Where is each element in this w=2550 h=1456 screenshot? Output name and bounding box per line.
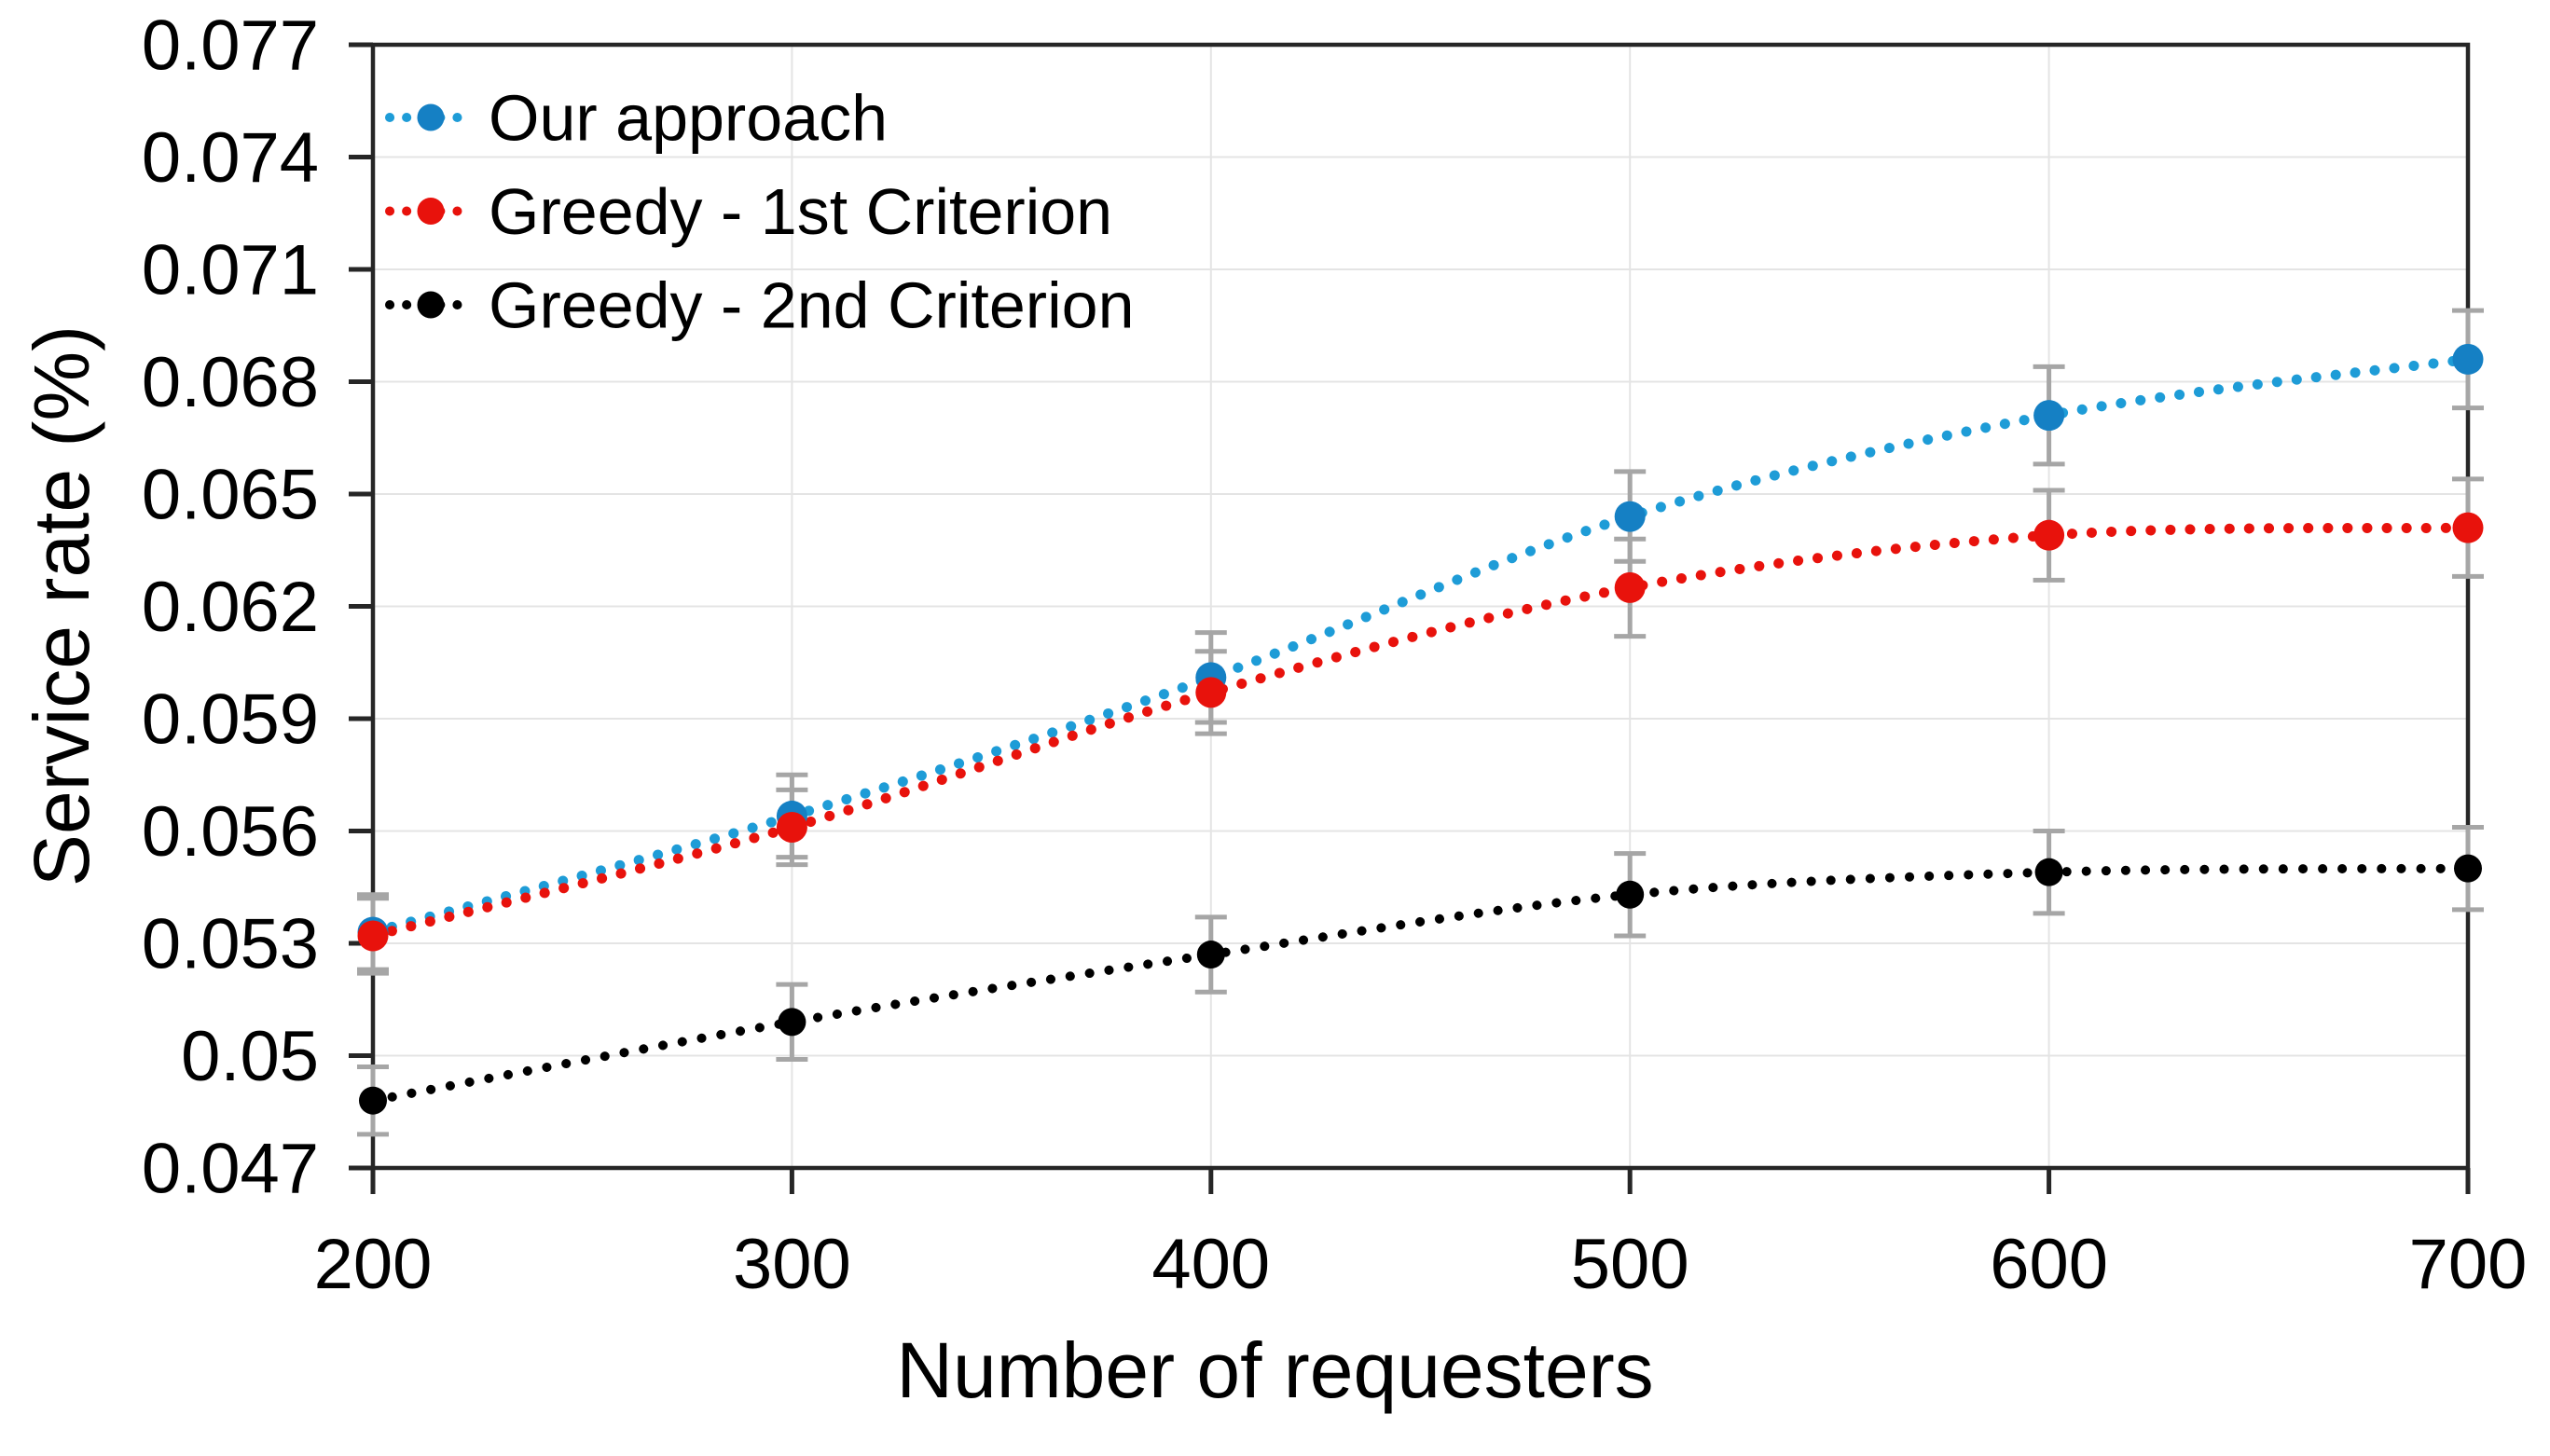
data-point [1614,501,1646,532]
data-point [2034,858,2063,886]
y-tick-label: 0.059 [142,680,319,760]
data-point [359,1086,387,1115]
legend-swatch-marker [417,291,445,319]
x-tick-label: 500 [1571,1225,1689,1304]
series-line-greedy-1st-criterion [367,522,2474,941]
y-tick-label: 0.065 [142,456,319,535]
y-axis-title: Service rate (%) [18,324,105,887]
legend-swatch-marker [417,103,445,131]
data-point [1616,880,1645,909]
x-axis-title: Number of requesters [896,1326,1654,1414]
data-point [2033,400,2065,432]
data-point [2454,854,2482,883]
legend-swatch-marker [417,198,445,225]
y-tick-label: 0.071 [142,231,319,310]
series-markers-greedy-1st-criterion [357,512,2484,952]
y-tick-label: 0.053 [142,905,319,984]
legend-label: Greedy - 1st Criterion [489,175,1112,248]
error-bars-greedy-1st-criterion [357,476,2484,976]
data-point [1196,941,1225,969]
data-point [2452,343,2484,375]
legend-item-our-approach: Our approach [385,82,888,155]
legend-label: Our approach [489,82,888,155]
y-tick-label: 0.056 [142,792,319,872]
data-point [778,1008,806,1037]
x-tick-label: 400 [1151,1225,1270,1304]
legend-item-greedy-2nd-criterion: Greedy - 2nd Criterion [385,269,1135,342]
y-tick-label: 0.077 [142,7,319,86]
series-line-our-approach [367,353,2474,938]
data-point [1195,677,1227,708]
data-point [1614,571,1646,603]
legend-label: Greedy - 2nd Criterion [489,269,1135,342]
data-point [2452,512,2484,543]
y-tick-label: 0.047 [142,1130,319,1209]
data-point [2033,519,2065,551]
legend: Our approach Greedy - 1st Criterion Greedy… [385,82,1135,342]
y-tick-label: 0.074 [142,118,319,198]
series-markers-greedy-2nd-criterion [359,854,2482,1115]
x-tick-label: 600 [1990,1225,2108,1304]
data-point [357,920,389,952]
y-tick-label: 0.05 [181,1017,319,1096]
y-tick-label: 0.068 [142,343,319,422]
gridlines [373,45,2468,1168]
y-tick-label: 0.062 [142,568,319,647]
legend-item-greedy-1st-criterion: Greedy - 1st Criterion [385,175,1112,248]
series-line-greedy-2nd-criterion [368,863,2473,1106]
x-tick-label: 200 [314,1225,433,1304]
x-tick-label: 300 [733,1225,851,1304]
data-point [776,811,807,843]
x-tick-label: 700 [2409,1225,2528,1304]
